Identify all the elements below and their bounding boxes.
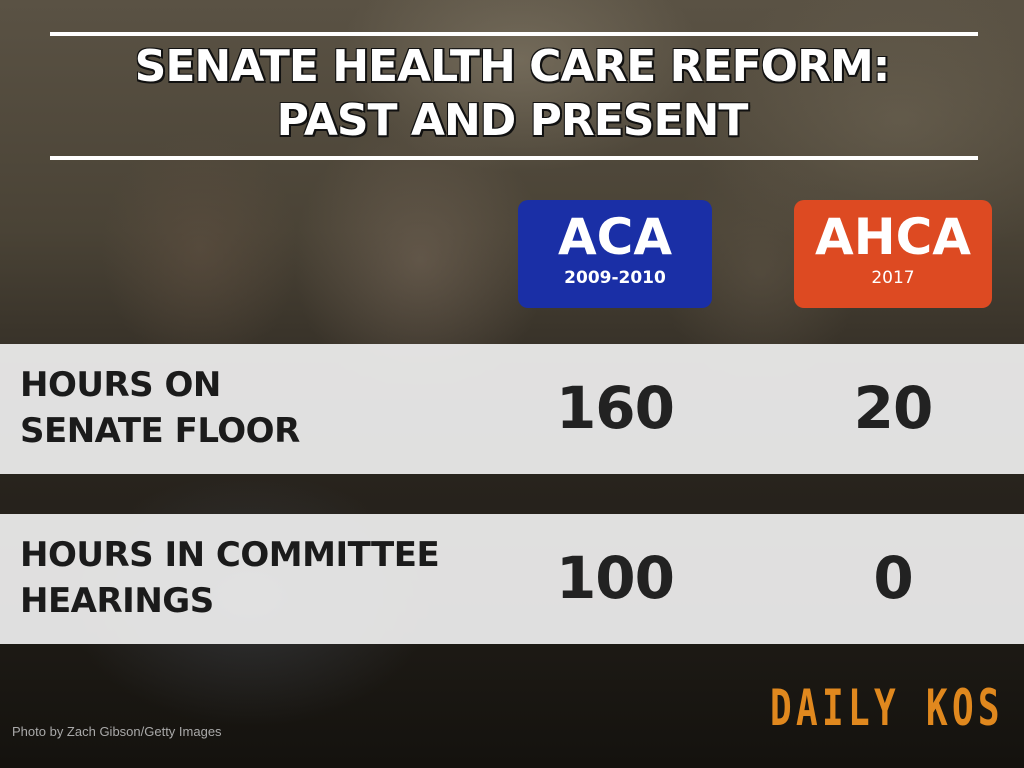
title-bottom-rule [50,156,978,160]
row-label-line-1: HOURS IN COMMITTEE [20,535,440,575]
row-label-senate-floor: HOURS ON SENATE FLOOR [20,362,520,454]
title-line-1: SENATE HEALTH CARE REFORM: [134,41,891,92]
title-line-2: PAST AND PRESENT [276,95,749,146]
row-label-line-2: HEARINGS [20,581,214,621]
photo-credit: Photo by Zach Gibson/Getty Images [12,724,222,739]
column-period-ahca: 2017 [871,268,915,288]
value-aca-senate-floor: 160 [555,374,675,442]
column-period-aca: 2009-2010 [564,268,666,288]
title-top-rule [50,32,978,36]
value-ahca-senate-floor: 20 [853,374,934,442]
table-row-senate-floor: HOURS ON SENATE FLOOR 160 20 [0,344,1024,474]
value-ahca-committee-hearings: 0 [873,544,913,612]
table-row-committee-hearings: HOURS IN COMMITTEE HEARINGS 100 0 [0,514,1024,644]
value-aca-committee-hearings: 100 [555,544,675,612]
daily-kos-logo: DAILY KOS [770,679,1004,737]
row-label-line-1: HOURS ON [20,365,221,405]
row-label-line-2: SENATE FLOOR [20,411,300,451]
row-label-committee-hearings: HOURS IN COMMITTEE HEARINGS [20,532,520,624]
column-header-ahca: AHCA 2017 [794,200,992,308]
chart-title: SENATE HEALTH CARE REFORM: PAST AND PRES… [40,40,984,148]
column-header-aca: ACA 2009-2010 [518,200,712,308]
column-name-aca: ACA [557,208,673,266]
column-name-ahca: AHCA [815,208,971,266]
